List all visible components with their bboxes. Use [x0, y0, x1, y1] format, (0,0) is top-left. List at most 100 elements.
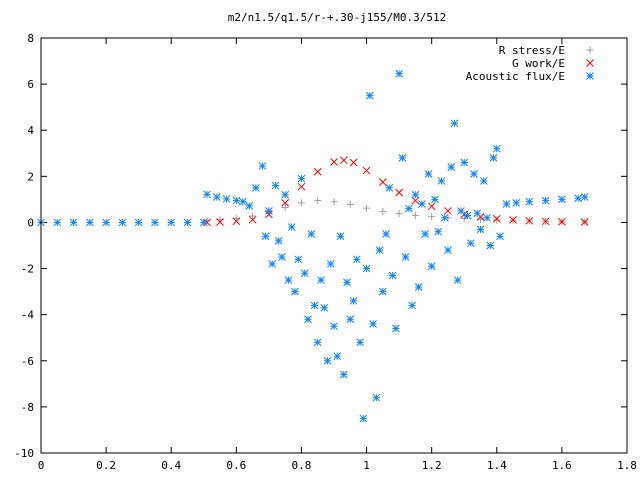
data-point: [492, 144, 501, 153]
legend-label: G work/E: [512, 57, 565, 70]
y-tick-label: 4: [27, 124, 34, 137]
data-point: [287, 223, 296, 231]
y-tick-label: -8: [21, 401, 34, 414]
y-tick-label: -4: [21, 309, 35, 322]
data-point: [313, 338, 322, 347]
data-point: [291, 287, 299, 296]
x-tick-label: 0.6: [226, 459, 246, 472]
data-point: [297, 182, 306, 191]
chart-title: m2/n1.5/q1.5/r-+.30-j155/M0.3/512: [228, 11, 447, 24]
data-point: [356, 338, 364, 347]
data-point: [271, 181, 280, 190]
data-point: [509, 216, 517, 224]
data-point: [343, 278, 351, 287]
data-point: [580, 193, 589, 201]
data-point: [258, 162, 267, 170]
data-point: [398, 154, 407, 162]
data-point: [249, 212, 257, 220]
data-point: [268, 260, 276, 268]
series-layer: [37, 69, 589, 423]
data-point: [167, 218, 176, 227]
data-point: [294, 255, 303, 264]
data-point: [363, 204, 371, 212]
data-point: [401, 253, 410, 261]
data-point: [378, 178, 387, 186]
y-tick-label: 0: [27, 216, 34, 229]
data-point: [265, 207, 273, 215]
data-point: [574, 194, 583, 203]
x-tick-label: 1: [363, 459, 370, 472]
data-point: [317, 276, 325, 284]
data-point: [502, 200, 511, 208]
data-point: [212, 193, 221, 201]
data-point: [232, 196, 241, 205]
data-point: [395, 210, 403, 218]
data-point: [349, 158, 358, 167]
legend-marker: [586, 46, 594, 54]
y-tick-label: -6: [21, 355, 34, 368]
data-point: [284, 276, 293, 284]
data-point: [232, 217, 241, 226]
data-point: [388, 271, 397, 280]
data-point: [346, 315, 355, 324]
data-point: [346, 200, 354, 208]
data-point: [281, 203, 289, 211]
data-point: [512, 198, 521, 207]
data-point: [333, 352, 342, 361]
data-point: [418, 200, 426, 208]
data-point: [365, 91, 374, 100]
data-point: [427, 202, 436, 211]
data-point: [362, 264, 371, 273]
data-point: [580, 218, 589, 226]
data-point: [444, 246, 452, 254]
data-point: [440, 213, 449, 222]
data-point: [281, 198, 290, 207]
data-point: [245, 201, 254, 210]
data-point: [496, 232, 504, 241]
data-point: [483, 213, 491, 222]
data-point: [304, 315, 312, 324]
data-point: [362, 166, 371, 175]
data-point: [330, 158, 338, 166]
data-point: [457, 207, 465, 215]
x-tick-label: 0: [38, 459, 45, 472]
data-point: [151, 218, 159, 227]
data-point: [473, 209, 482, 218]
data-point: [382, 230, 390, 238]
data-point: [378, 287, 387, 296]
axis-ticks: 0 0.2 0.4 0.6 0.8 1 1.2 1.4 1.6 1.8 -10 -8 -6 -4 -2 0 2 4…: [14, 32, 637, 472]
data-point: [314, 197, 322, 205]
data-point: [385, 184, 394, 192]
y-tick-label: -2: [21, 263, 34, 276]
data-point: [222, 195, 231, 203]
plot-frame: [40, 37, 628, 454]
data-point: [278, 253, 286, 261]
y-tick-label: -10: [14, 447, 34, 460]
x-tick-label: 0.2: [96, 459, 116, 472]
data-point: [525, 197, 534, 206]
data-point: [414, 283, 423, 291]
data-point: [437, 177, 446, 185]
x-tick-label: 0.8: [292, 459, 312, 472]
series-acoustic-flux-e: [37, 69, 589, 423]
data-point: [300, 269, 309, 278]
data-point: [450, 119, 459, 128]
data-point: [336, 232, 345, 241]
data-point: [460, 158, 469, 167]
data-point: [349, 296, 358, 305]
data-point: [248, 215, 257, 224]
data-point: [102, 218, 110, 227]
data-point: [199, 218, 208, 227]
data-point: [466, 239, 475, 248]
data-point: [427, 262, 436, 271]
data-point: [411, 196, 420, 205]
data-point: [486, 241, 495, 250]
legend-label: Acoustic flux/E: [466, 70, 565, 83]
data-point: [392, 324, 400, 333]
data-point: [408, 301, 416, 310]
legend-marker: [586, 72, 594, 80]
y-tick-label: 2: [27, 170, 34, 183]
x-tick-label: 0.4: [161, 459, 181, 472]
y-tick-label: 8: [27, 32, 34, 45]
data-point: [558, 195, 566, 204]
